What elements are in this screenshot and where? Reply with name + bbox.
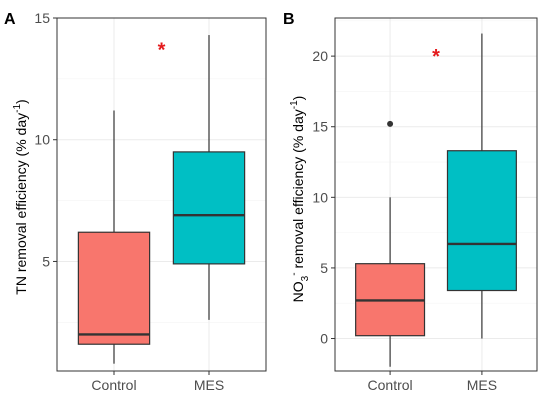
- panel-b-panel-border: [334, 17, 538, 372]
- panel-b-x-tick-label-control: Control: [368, 377, 413, 393]
- panel-b-significance-marker: *: [432, 46, 440, 68]
- panel-a-y-tick-label: 10: [34, 132, 50, 148]
- panel-a-panel-border: [56, 17, 267, 372]
- panel-a: A TN removal efficiency (% day-1) * 5 10 15…: [4, 10, 267, 393]
- panel-a-x-tick-label-control: Control: [91, 377, 136, 393]
- panel-b-y-tick-label: 0: [320, 331, 328, 347]
- panel-b-y-tick-label: 15: [312, 119, 328, 135]
- panel-b-tag: B: [283, 11, 295, 28]
- panel-b-y-tick-label: 20: [312, 48, 328, 64]
- panel-b-mes-box: [446, 150, 517, 292]
- panel-a-y-tick-label: 5: [42, 253, 50, 269]
- panel-b: B NO3- removal efficiency (% day-1) * 0 5 1…: [283, 11, 538, 393]
- panel-b-control-outlier: [387, 120, 394, 127]
- panel-b-y-tick-label: 5: [320, 260, 328, 276]
- panel-a-tag: A: [4, 11, 16, 28]
- panel-b-y-tick-label: 10: [312, 189, 328, 205]
- panel-a-y-tick-label: 15: [34, 10, 50, 26]
- panel-b-x-tick-label-mes: MES: [467, 377, 497, 393]
- panel-a-significance-marker: *: [158, 39, 166, 61]
- panel-a-x-tick-label-mes: MES: [194, 377, 224, 393]
- panel-a-y-axis-title: TN removal efficiency (% day-1): [12, 99, 29, 294]
- panel-a-control-box: [77, 231, 151, 345]
- panel-b-y-axis-title: NO3- removal efficiency (% day-1): [289, 96, 311, 303]
- panel-a-mes-box: [172, 151, 246, 265]
